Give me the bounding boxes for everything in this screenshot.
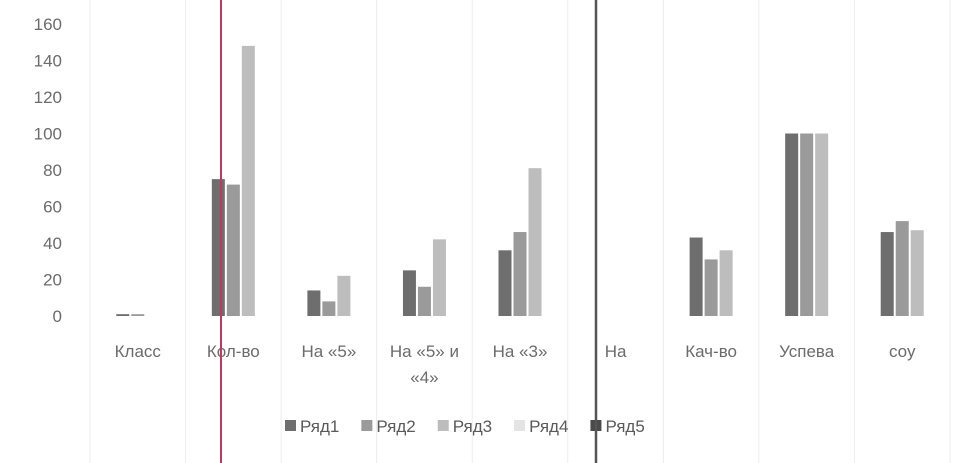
y-tick-label: 80 [43, 161, 62, 180]
y-tick-label: 120 [34, 88, 62, 107]
y-tick-label: 40 [43, 234, 62, 253]
category-label: На [605, 342, 627, 361]
category-label: Класс [115, 342, 162, 361]
category-label: На «3» [493, 342, 548, 361]
y-tick-label: 100 [34, 125, 62, 144]
legend-swatch [285, 420, 296, 431]
bar [815, 133, 829, 316]
bar [432, 239, 446, 316]
category-label: Успева [779, 342, 835, 361]
legend-label: Ряд2 [376, 417, 415, 436]
bar [211, 179, 225, 316]
y-tick-label: 160 [34, 15, 62, 34]
y-axis-ticks: 0 20 40 60 80 100 120 140 160 [34, 15, 62, 326]
bar [116, 314, 130, 316]
legend-label: Ряд3 [453, 417, 492, 436]
legend-label: Ряд4 [529, 417, 568, 436]
bar [402, 270, 416, 316]
bar [910, 230, 924, 316]
bar [719, 250, 733, 316]
bar [226, 184, 240, 316]
y-tick-label: 60 [43, 198, 62, 217]
legend-swatch [437, 420, 449, 431]
category-label: соу [889, 342, 916, 361]
legend-label: Ряд1 [300, 417, 339, 436]
category-label: «4» [410, 368, 438, 387]
bar [417, 286, 431, 316]
bar [895, 221, 909, 316]
bar [307, 290, 321, 316]
y-tick-label: 20 [43, 271, 62, 290]
legend-swatch [514, 420, 526, 431]
bar [131, 314, 145, 316]
bar [689, 237, 703, 316]
bar [528, 168, 542, 316]
bar [800, 133, 814, 316]
y-tick-label: 0 [53, 307, 62, 326]
bars [116, 45, 924, 317]
bar [785, 133, 799, 316]
legend-label: Ряд5 [605, 417, 644, 436]
category-labels: Класс Кол-во На «5» На «5» и «4» На «3» На Кач-… [115, 342, 916, 387]
legend-swatch [361, 420, 373, 431]
bar [322, 301, 336, 316]
bar [513, 232, 527, 316]
bar [241, 45, 255, 317]
y-tick-label: 140 [34, 52, 62, 71]
category-label: На «5» и [390, 342, 459, 361]
bar [498, 250, 512, 316]
category-label: Кол-во [207, 342, 260, 361]
bar [337, 275, 351, 316]
bar [880, 232, 894, 316]
category-label: Кач-во [685, 342, 737, 361]
vertical-gridlines [89, 0, 951, 463]
bar [704, 259, 718, 316]
category-label: На «5» [301, 342, 356, 361]
legend: Ряд1 Ряд2 Ряд3 Ряд4 Ряд5 [285, 417, 645, 436]
